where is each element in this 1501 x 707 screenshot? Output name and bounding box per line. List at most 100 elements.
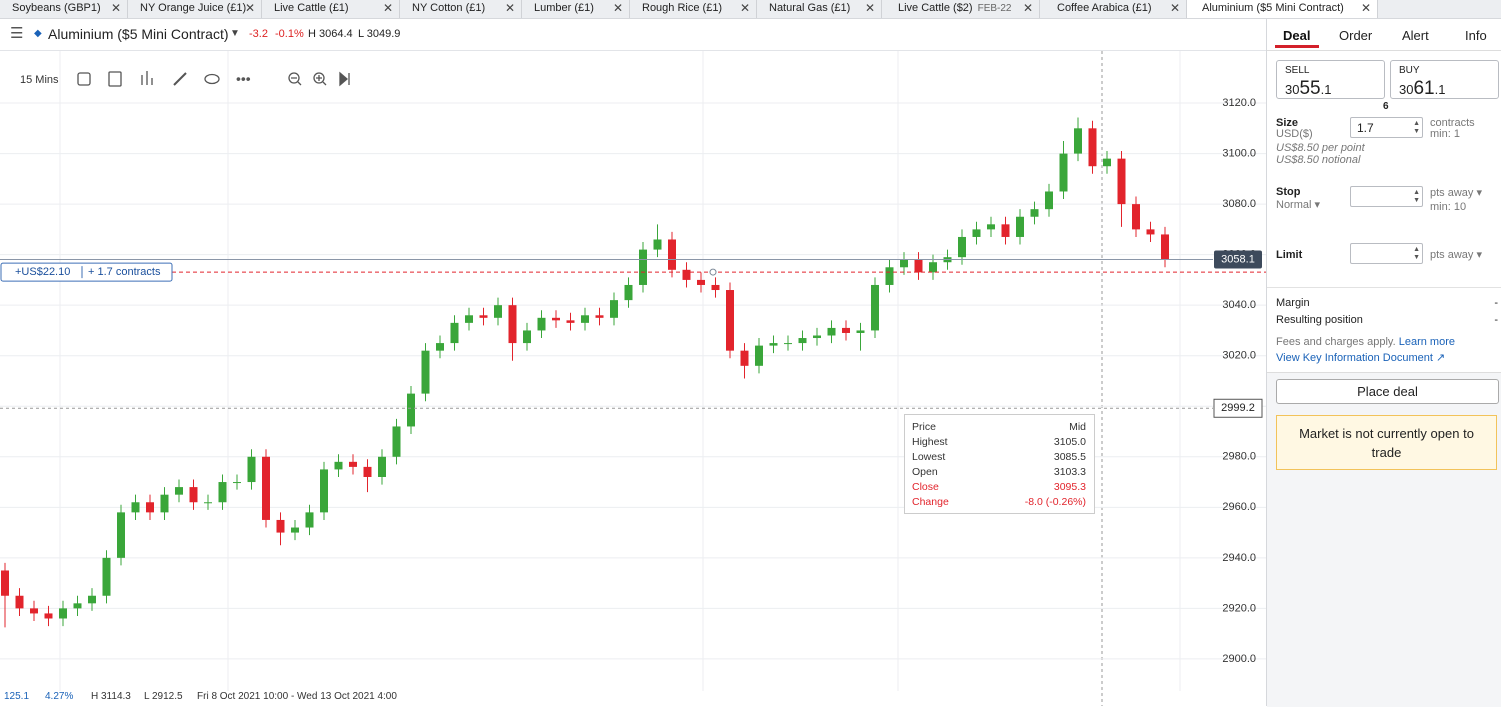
candle-body — [929, 262, 937, 273]
candle-body — [15, 595, 24, 609]
change-pct: -0.1% — [275, 28, 304, 40]
candle-body — [842, 327, 850, 333]
zoom-out[interactable] — [288, 72, 300, 84]
candle-body — [1059, 153, 1068, 192]
candle-body — [131, 502, 140, 513]
kid-link[interactable]: View Key Information Document ↗ — [1276, 352, 1446, 364]
instrument-name[interactable]: Aluminium ($5 Mini Contract) — [48, 26, 229, 42]
tool-icon[interactable]: ••• — [236, 71, 251, 87]
candle-body — [1074, 128, 1082, 154]
tab-label: Coffee Arabica (£1) — [1057, 2, 1152, 14]
candle-body — [349, 461, 357, 467]
candle-body — [566, 320, 575, 323]
candle-body — [784, 343, 792, 345]
candle-body — [363, 466, 372, 477]
y-tick-label: 2980.0 — [1222, 451, 1256, 463]
tooltip-key: Change — [912, 496, 949, 508]
candle-body — [856, 330, 865, 333]
interval[interactable]: 15 Mins — [20, 74, 59, 86]
instrument-tabs: Soybeans (GBP1) ✕ NY Orange Juice (£1) ✕ L… — [0, 0, 1501, 19]
candle-body — [189, 487, 198, 503]
sell-box[interactable]: SELL 3055.1 — [1276, 60, 1385, 99]
price-big: 61 — [1413, 78, 1435, 99]
limit-unit[interactable]: pts away ▾ — [1430, 249, 1482, 261]
candle-body — [392, 426, 401, 457]
size-unit: contracts — [1430, 117, 1475, 129]
candle-body — [291, 527, 299, 533]
tab[interactable]: Coffee Arabica (£1) ✕ — [1040, 0, 1187, 18]
menu-icon[interactable]: ☰ — [10, 25, 24, 42]
zoom-in[interactable] — [313, 72, 325, 84]
candle-body — [900, 259, 908, 268]
y-tick-label: 3100.0 — [1222, 147, 1256, 159]
candle-body — [537, 317, 546, 331]
tooltip-key: Highest — [912, 436, 948, 448]
place-deal-button[interactable]: Place deal — [1276, 379, 1499, 404]
learn-more-link[interactable]: Learn more — [1398, 336, 1455, 348]
price-prefix: 30 — [1285, 82, 1300, 97]
tab-label: NY Orange Juice (£1) — [140, 2, 247, 14]
fees-note: Fees and charges apply. Learn more — [1276, 336, 1455, 348]
tool-icon[interactable] — [108, 71, 122, 87]
candle-body — [1030, 209, 1039, 217]
tool-icon[interactable] — [173, 72, 187, 86]
y-tick-label: 3020.0 — [1222, 350, 1256, 362]
tab-label: Live Cattle (£1) — [274, 2, 349, 14]
tab[interactable]: Live Cattle ($2) FEB-22 ✕ — [882, 0, 1040, 18]
tab[interactable]: Live Cattle (£1) ✕ — [262, 0, 400, 18]
tooltip-value: 3105.0 — [1053, 436, 1086, 448]
candle-body — [668, 239, 676, 270]
limit-label: Limit — [1276, 249, 1303, 261]
candle-body — [88, 595, 96, 604]
tab[interactable]: NY Orange Juice (£1) ✕ — [128, 0, 262, 18]
crosshair-label: 2999.2 — [1221, 402, 1255, 414]
stop-input[interactable]: ▲ ▼ — [1350, 186, 1423, 207]
candle-body — [639, 249, 647, 285]
market-closed-notice: Market is not currently open to trade — [1276, 415, 1497, 470]
buy-box[interactable]: BUY 3061.1 — [1390, 60, 1499, 99]
price-big: 55 — [1299, 78, 1321, 99]
stop-unit[interactable]: pts away ▾ — [1430, 187, 1482, 199]
tab[interactable]: Rough Rice (£1) ✕ — [630, 0, 757, 18]
tool-icon[interactable] — [77, 72, 91, 86]
tooltip-value: 3085.5 — [1053, 451, 1086, 463]
panel-tab[interactable]: Order — [1339, 28, 1373, 43]
tab[interactable]: NY Cotton (£1) ✕ — [400, 0, 522, 18]
candle-body — [1016, 216, 1024, 237]
tab[interactable]: Soybeans (GBP1) ✕ — [0, 0, 128, 18]
candle-body — [610, 300, 618, 318]
active-tab-underline — [1275, 45, 1319, 48]
panel-tab[interactable]: Alert — [1402, 28, 1429, 43]
margin-label: Margin — [1276, 297, 1310, 309]
dropdown-icon[interactable]: ▼ — [230, 28, 240, 39]
tooltip-value: -8.0 (-0.26%) — [1024, 496, 1086, 508]
panel-tab[interactable]: Deal — [1283, 28, 1311, 43]
notional: US$8.50 notional — [1276, 154, 1361, 166]
resulting-value: - — [1494, 314, 1498, 326]
stop-mode[interactable]: Normal ▾ — [1276, 199, 1321, 211]
stop-mode-text: Normal — [1276, 199, 1312, 211]
session-high: H 3064.4 — [308, 28, 353, 40]
time-grid — [59, 51, 1181, 691]
tab-active[interactable]: Aluminium ($5 Mini Contract) ✕ — [1187, 0, 1378, 18]
candle-body — [450, 322, 459, 344]
candle-body — [1, 570, 9, 596]
candle-body — [204, 502, 212, 504]
y-tick-label: 2940.0 — [1222, 552, 1256, 564]
tool-icon[interactable] — [141, 71, 153, 85]
jump-latest[interactable] — [339, 71, 350, 87]
candle-body — [958, 236, 966, 258]
tool-icon[interactable] — [204, 73, 220, 85]
kid-text: View Key Information Document — [1276, 352, 1433, 364]
tab-label: Rough Rice (£1) — [642, 2, 723, 14]
candle-body — [1045, 191, 1053, 210]
tooltip-value: 3103.3 — [1053, 466, 1086, 478]
size-input[interactable]: 1.7 ▲ ▼ — [1350, 117, 1423, 138]
candle-body — [247, 456, 256, 483]
limit-input[interactable]: ▲ ▼ — [1350, 243, 1423, 264]
tab[interactable]: Natural Gas (£1) ✕ — [757, 0, 882, 18]
position-marker — [709, 268, 717, 276]
tab[interactable]: Lumber (£1) ✕ — [522, 0, 630, 18]
panel-tab[interactable]: Info — [1465, 28, 1487, 43]
candle-body — [1161, 234, 1169, 260]
